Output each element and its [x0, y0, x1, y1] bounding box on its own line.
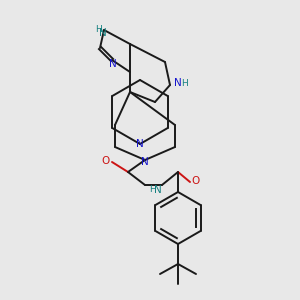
Text: H: H	[94, 25, 101, 34]
Text: N: N	[109, 59, 117, 69]
Text: N: N	[99, 28, 107, 38]
Text: H: H	[182, 79, 188, 88]
Text: N: N	[141, 157, 149, 167]
Text: O: O	[102, 156, 110, 166]
Text: O: O	[192, 176, 200, 186]
Text: H: H	[150, 185, 156, 194]
Text: N: N	[154, 185, 162, 195]
Text: N: N	[136, 139, 144, 149]
Text: N: N	[174, 78, 182, 88]
